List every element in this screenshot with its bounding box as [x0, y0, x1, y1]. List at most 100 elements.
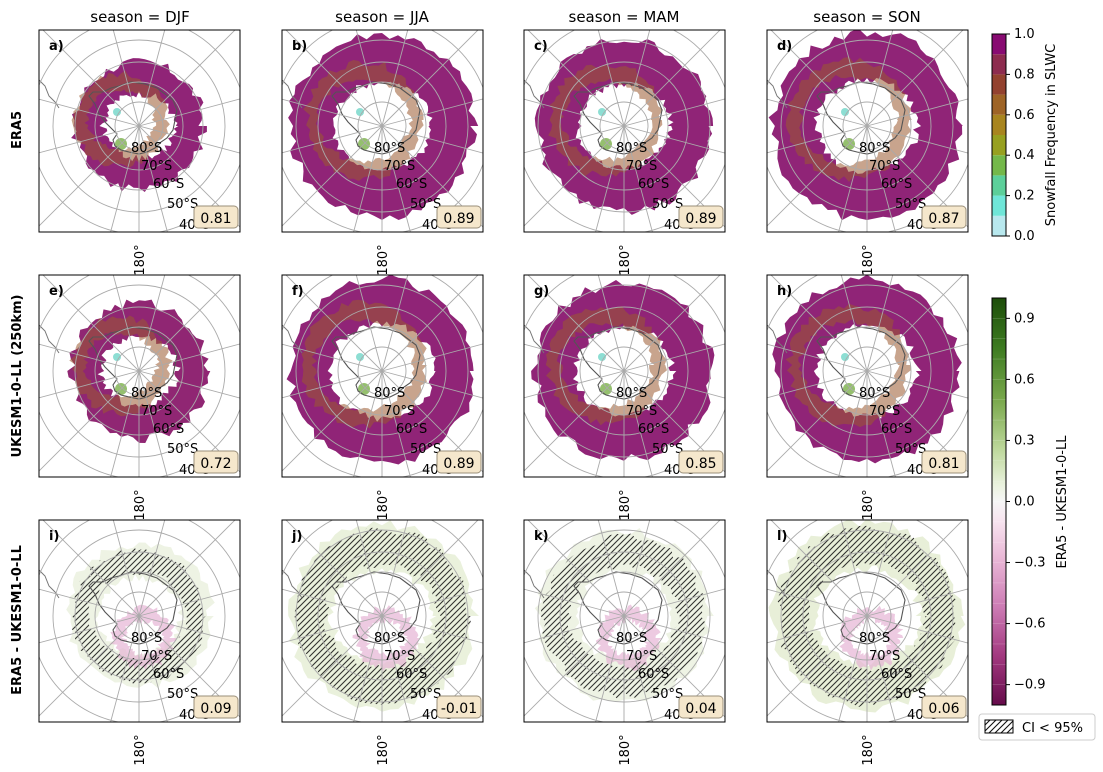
row-label-ukesm: UKESM1-0-LL (250km) [10, 295, 25, 458]
longitude-label: 180° [133, 734, 148, 765]
panel-letter: j) [291, 529, 302, 544]
latitude-label: 50°S [652, 197, 683, 212]
colorbar-top-band [992, 94, 1006, 115]
correlation-value-box: 0.87 [921, 205, 967, 229]
latitude-label: 60°S [881, 422, 912, 437]
correlation-value-box: 0.06 [921, 695, 967, 719]
latitude-label: 70°S [869, 159, 900, 174]
longitude-label: 180° [376, 489, 391, 520]
map-panel-g: 80°S70°S60°S50°S40°S0.85g)180° [523, 274, 726, 521]
latitude-label: 60°S [881, 667, 912, 682]
latitude-label: 50°S [895, 687, 926, 702]
colorbar-top-tick: 0.4 [1014, 148, 1035, 163]
map-panel-h: 80°S70°S60°S50°S40°S0.81h)180° [766, 274, 969, 521]
correlation-value: 0.09 [200, 701, 231, 717]
latitude-label: 80°S [374, 386, 405, 401]
map-panel-f: 80°S70°S60°S50°S40°S0.89f)180° [281, 274, 484, 521]
legend-hatch-swatch [984, 719, 1014, 734]
legend-label: CI < 95% [1022, 721, 1083, 736]
colorbar-bottom-tick: −0.3 [1014, 556, 1046, 571]
latitude-label: 50°S [167, 197, 198, 212]
correlation-value: 0.89 [685, 211, 716, 227]
longitude-label: 180° [861, 244, 876, 275]
panel-letter: l) [777, 529, 787, 544]
correlation-value-box: 0.72 [193, 450, 239, 474]
colorbar-top-band [992, 74, 1006, 95]
colorbar-bottom-gradient [992, 298, 1006, 705]
latitude-label: 50°S [652, 442, 683, 457]
colorbar-bottom-tick: 0.0 [1014, 495, 1035, 510]
column-title-mam: season = MAM [569, 8, 680, 26]
latitude-label: 80°S [859, 386, 890, 401]
latitude-label: 80°S [616, 631, 647, 646]
latitude-label: 80°S [131, 631, 162, 646]
correlation-value-box: 0.89 [678, 205, 724, 229]
latitude-label: 60°S [396, 667, 427, 682]
panel-letter: c) [534, 39, 548, 54]
colorbar-top-band [992, 34, 1006, 55]
latitude-label: 60°S [638, 422, 669, 437]
latitude-label: 80°S [859, 141, 890, 156]
map-panel-a: 80°S70°S60°S50°S40°S0.81a)180° [38, 29, 241, 276]
map-panel-c: 80°S70°S60°S50°S40°S0.89c)180° [523, 29, 726, 276]
correlation-value-box: 0.81 [193, 205, 239, 229]
latitude-label: 80°S [131, 141, 162, 156]
map-panel-i: 80°S70°S60°S50°S40°S0.09i)180° [38, 519, 241, 766]
column-title-djf: season = DJF [90, 8, 189, 26]
longitude-label: 180° [618, 244, 633, 275]
colorbar-top-label: Snowfall Frequency in SLWC [1044, 44, 1059, 226]
panel-letter: h) [777, 284, 792, 299]
correlation-value-box: 0.04 [678, 695, 724, 719]
map-panel-b: 80°S70°S60°S50°S40°S0.89b)180° [281, 29, 484, 276]
panel-letter: g) [534, 284, 549, 299]
correlation-value: 0.81 [200, 211, 231, 227]
correlation-value-box: 0.89 [436, 205, 482, 229]
map-panel-k: 80°S70°S60°S50°S40°S0.04k)180° [523, 519, 726, 766]
longitude-label: 180° [376, 734, 391, 765]
colorbar-bottom: 0.9 0.6 0.3 0.0 −0.3 −0.6 −0.9 ERA5 - UKESM1-0… [991, 297, 1070, 706]
latitude-label: 50°S [410, 442, 441, 457]
colorbar-top-tick: 1.0 [1014, 27, 1035, 42]
latitude-label: 70°S [869, 649, 900, 664]
panel-letter: f) [292, 284, 304, 299]
latitude-label: 60°S [396, 422, 427, 437]
latitude-label: 70°S [384, 159, 415, 174]
longitude-label: 180° [861, 489, 876, 520]
latitude-label: 70°S [384, 404, 415, 419]
colorbar-top-band [992, 195, 1006, 216]
longitude-label: 180° [376, 244, 391, 275]
colorbar-bottom-tick: 0.9 [1014, 311, 1035, 326]
map-panel-e: 80°S70°S60°S50°S40°S0.72e)180° [38, 274, 241, 521]
latitude-label: 50°S [410, 687, 441, 702]
panel-letter: i) [49, 529, 59, 544]
longitude-label: 180° [133, 489, 148, 520]
latitude-label: 60°S [638, 177, 669, 192]
correlation-value: 0.89 [443, 211, 474, 227]
correlation-value-box: 0.85 [678, 450, 724, 474]
latitude-label: 70°S [626, 159, 657, 174]
colorbar-bottom-tick: −0.6 [1014, 617, 1046, 632]
column-title-jja: season = JJA [335, 8, 429, 26]
colorbar-bottom-tick: 0.6 [1014, 372, 1035, 387]
correlation-value: 0.72 [200, 456, 231, 472]
correlation-value-box: 0.81 [921, 450, 967, 474]
map-panel-l: 80°S70°S60°S50°S40°S0.06l)180° [766, 519, 969, 766]
panel-letter: e) [49, 284, 64, 299]
colorbar-bottom-tick: −0.9 [1014, 678, 1046, 693]
longitude-label: 180° [618, 489, 633, 520]
latitude-label: 80°S [374, 631, 405, 646]
colorbar-top-tick: 0.8 [1014, 67, 1035, 82]
colorbar-top-band [992, 114, 1006, 135]
colorbar-bottom-tick: 0.3 [1014, 433, 1035, 448]
latitude-label: 50°S [410, 197, 441, 212]
correlation-value: 0.89 [443, 456, 474, 472]
colorbar-top-band [992, 135, 1006, 156]
latitude-label: 70°S [141, 404, 172, 419]
latitude-label: 70°S [141, 159, 172, 174]
latitude-label: 70°S [869, 404, 900, 419]
colorbar-top-band [992, 155, 1006, 176]
colorbar-top-tick: 0.6 [1014, 108, 1035, 123]
correlation-value: 0.85 [685, 456, 716, 472]
correlation-value-box: 0.89 [436, 450, 482, 474]
